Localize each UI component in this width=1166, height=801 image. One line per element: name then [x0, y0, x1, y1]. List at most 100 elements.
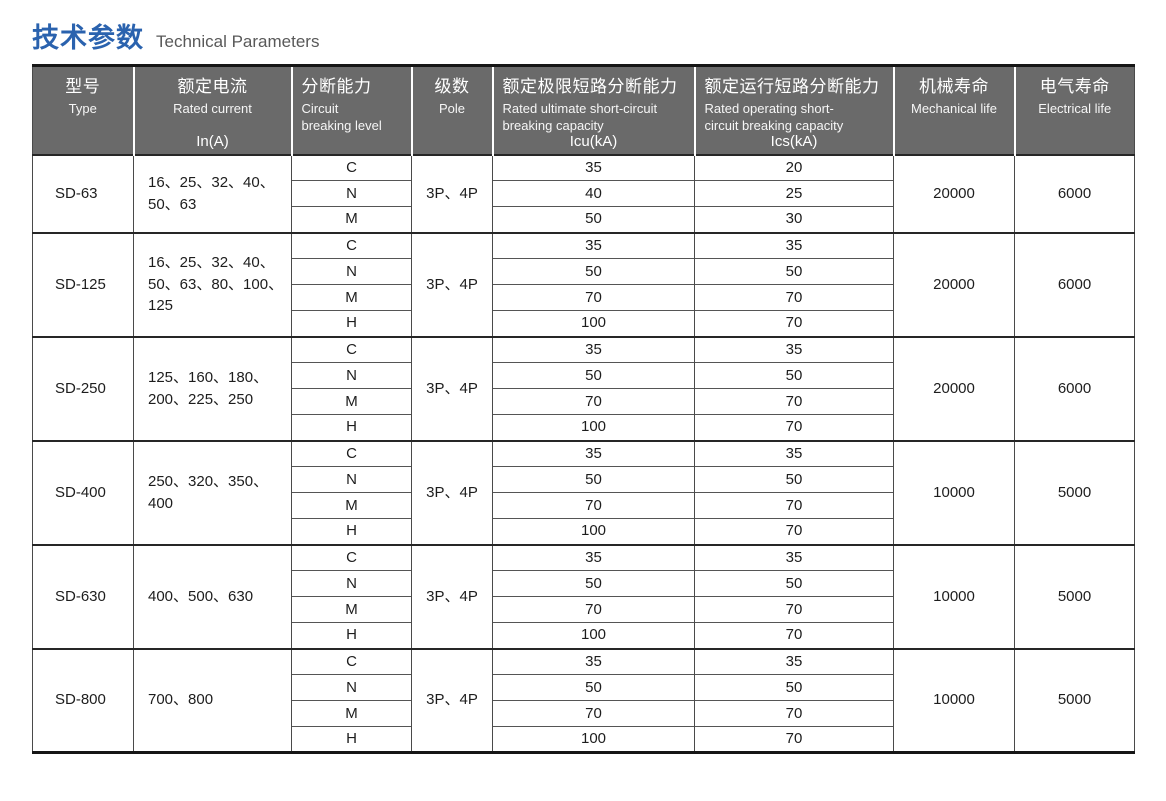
table-row: N 50 50	[33, 258, 1135, 285]
cell-breaking-level: C	[291, 153, 412, 181]
cell-icu: 70	[492, 388, 695, 415]
cell-ics: 70	[694, 284, 894, 311]
cell-breaking-level: N	[291, 180, 412, 207]
header-breaking-level-zh: 分断能力	[301, 77, 372, 96]
cell-icu: 50	[492, 570, 695, 597]
table-row: M 70 70	[33, 492, 1135, 519]
cell-type: SD-630	[32, 543, 134, 649]
cell-icu: 35	[492, 335, 695, 363]
table-row: SD-800 700、800 C 3P、4P 35 35 10000 5000	[32, 647, 1135, 753]
header-icu-zh: 额定极限短路分断能力	[502, 77, 678, 96]
cell-breaking-level: H	[291, 518, 412, 545]
cell-icu: 35	[492, 153, 695, 181]
cell-type: SD-800	[32, 647, 134, 753]
cell-ics: 50	[694, 570, 894, 597]
page-title: 技术参数 Technical Parameters	[0, 0, 1166, 64]
cell-rated-current: 250、320、350、 400	[133, 439, 292, 545]
table-body: SD-63 16、25、32、40、 50、63 C 3P、4P 35 20 20000 60…	[32, 153, 1135, 753]
cell-pole: 3P、4P	[411, 543, 493, 649]
header-electrical-life-zh: 电气寿命	[1039, 77, 1110, 96]
header-pole: 级数 Pole	[410, 65, 493, 155]
cell-mechanical-life: 20000	[893, 231, 1015, 337]
cell-ics: 70	[694, 700, 894, 727]
table-row: H 100 70	[33, 622, 1135, 649]
cell-ics: 50	[694, 674, 894, 701]
cell-rated-current: 125、160、180、 200、225、250	[133, 335, 292, 441]
cell-electrical-life: 6000	[1014, 335, 1135, 441]
cell-icu: 40	[492, 180, 695, 207]
header-type-zh: 型号	[65, 77, 101, 96]
cell-electrical-life: 6000	[1014, 231, 1135, 337]
header-breaking-level: 分断能力 Circuit breaking level	[290, 65, 412, 155]
cell-ics: 50	[694, 362, 894, 389]
cell-pole: 3P、4P	[411, 439, 493, 545]
header-type-en: Type	[68, 100, 97, 116]
page-title-english: Technical Parameters	[156, 32, 320, 51]
header-breaking-level-en: Circuit breaking level	[301, 100, 382, 133]
cell-icu: 35	[492, 647, 695, 675]
cell-ics: 35	[694, 231, 894, 259]
cell-ics: 35	[694, 335, 894, 363]
cell-ics: 35	[694, 439, 894, 467]
cell-ics: 20	[694, 153, 894, 181]
cell-breaking-level: H	[291, 622, 412, 649]
table-row: N 50 50	[33, 362, 1135, 389]
cell-type: SD-400	[32, 439, 134, 545]
cell-ics: 35	[694, 543, 894, 571]
cell-ics: 70	[694, 518, 894, 545]
table-row: N 50 50	[33, 674, 1135, 701]
cell-type: SD-63	[32, 153, 134, 233]
header-pole-zh: 级数	[434, 77, 470, 96]
cell-ics: 70	[694, 726, 894, 753]
cell-breaking-level: M	[291, 700, 412, 727]
cell-ics: 70	[694, 596, 894, 623]
cell-icu: 50	[492, 674, 695, 701]
header-mechanical-life: 机械寿命 Mechanical life	[892, 65, 1015, 155]
cell-icu: 70	[492, 596, 695, 623]
cell-breaking-level: H	[291, 414, 412, 441]
table-row: M 70 70	[33, 596, 1135, 623]
cell-electrical-life: 6000	[1014, 153, 1135, 233]
cell-icu: 100	[492, 310, 695, 337]
page-title-chinese: 技术参数	[32, 23, 144, 53]
table-row: N 50 50	[33, 570, 1135, 597]
cell-icu: 100	[492, 414, 695, 441]
table-row: M 70 70	[33, 284, 1135, 311]
cell-ics: 70	[694, 622, 894, 649]
table-row: H 100 70	[33, 518, 1135, 545]
cell-rated-current: 400、500、630	[133, 543, 292, 649]
cell-pole: 3P、4P	[411, 153, 493, 233]
cell-icu: 100	[492, 622, 695, 649]
cell-breaking-level: M	[291, 284, 412, 311]
table-row: M 70 70	[33, 700, 1135, 727]
header-icu: 额定极限短路分断能力 Rated ultimate short-circuit …	[491, 65, 695, 155]
header-electrical-life-en: Electrical life	[1038, 100, 1112, 116]
cell-breaking-level: N	[291, 466, 412, 493]
cell-rated-current: 700、800	[133, 647, 292, 753]
header-type: 型号 Type	[32, 65, 134, 155]
cell-type: SD-250	[32, 335, 134, 441]
cell-ics: 70	[694, 414, 894, 441]
cell-pole: 3P、4P	[411, 647, 493, 753]
cell-breaking-level: C	[291, 231, 412, 259]
cell-ics: 35	[694, 647, 894, 675]
technical-parameters-table: 型号 Type 额定电流 Rated current In(A) 分断能力 Ci…	[32, 64, 1135, 754]
cell-mechanical-life: 10000	[893, 647, 1015, 753]
cell-ics: 70	[694, 310, 894, 337]
cell-breaking-level: M	[291, 492, 412, 519]
header-ics-zh: 额定运行短路分断能力	[704, 77, 880, 96]
cell-icu: 35	[492, 231, 695, 259]
cell-ics: 25	[694, 180, 894, 207]
cell-mechanical-life: 10000	[893, 543, 1015, 649]
cell-breaking-level: N	[291, 674, 412, 701]
cell-icu: 50	[492, 258, 695, 285]
cell-ics: 50	[694, 258, 894, 285]
cell-mechanical-life: 20000	[893, 153, 1015, 233]
cell-icu: 100	[492, 726, 695, 753]
cell-ics: 50	[694, 466, 894, 493]
cell-breaking-level: N	[291, 570, 412, 597]
table-row: SD-400 250、320、350、 400 C 3P、4P 35 35 10000 500…	[32, 439, 1135, 545]
header-rated-current-sub: In(A)	[196, 132, 229, 150]
table-header: 型号 Type 额定电流 Rated current In(A) 分断能力 Ci…	[32, 65, 1135, 155]
